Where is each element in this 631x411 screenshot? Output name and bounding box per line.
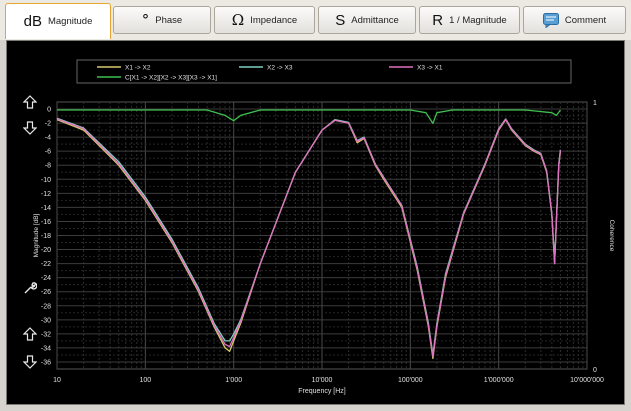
y-tick-label: -16 xyxy=(41,219,51,226)
y-tick-label: -14 xyxy=(41,205,51,212)
comment-icon xyxy=(542,12,559,28)
y-tick-label: 0 xyxy=(47,107,51,114)
y-tick-label: -6 xyxy=(45,149,51,156)
grid xyxy=(56,101,588,370)
degree-icon: ° xyxy=(141,11,150,29)
y-tick-label: -2 xyxy=(45,121,51,128)
r-icon: R xyxy=(432,11,444,29)
y-tick-label: -8 xyxy=(45,163,51,170)
tab-impedance[interactable]: Ω Impedance xyxy=(214,6,315,34)
x-tick-label: 100 xyxy=(139,377,151,384)
x-tick-label: 10'000'000 xyxy=(570,377,604,384)
tab-inverse-magnitude[interactable]: R 1 / Magnitude xyxy=(419,6,520,34)
y-tick-label: -34 xyxy=(41,345,51,352)
magnitude-chart: X1 -> X2 X2 -> X3 X3 -> X1 C[X1 -> X2][X2 -… xyxy=(33,59,615,395)
y2-axis-label: Coherence xyxy=(608,220,615,252)
axes: 10 100 1'000 10'000 100'000 1'000'000 10'000'0… xyxy=(33,100,615,395)
x-tick-label: 1'000 xyxy=(225,377,242,384)
y-tick-label: -28 xyxy=(41,303,51,310)
chart-panel: X1 -> X2 X2 -> X3 X3 -> X1 C[X1 -> X2][X2 -… xyxy=(6,40,625,405)
legend-box xyxy=(76,59,572,84)
y2-tick-label: 0 xyxy=(593,367,597,374)
y-tick-label: -10 xyxy=(41,177,51,184)
legend-label: C[X1 -> X2][X2 -> X3][X3 -> X1] xyxy=(125,75,217,82)
legend-label: X1 -> X2 xyxy=(125,65,151,72)
tab-label: Impedance xyxy=(250,14,298,26)
y-tick-label: -26 xyxy=(41,289,51,296)
y-tick-label: -4 xyxy=(45,135,51,142)
tab-comment[interactable]: Comment xyxy=(523,6,626,34)
tab-label: 1 / Magnitude xyxy=(449,14,507,26)
y2-tick-label: 1 xyxy=(593,100,597,107)
zoom-in-bottom-arrow-icon[interactable] xyxy=(23,327,37,341)
wrench-icon[interactable] xyxy=(23,281,37,295)
legend: X1 -> X2 X2 -> X3 X3 -> X1 C[X1 -> X2][X2 -… xyxy=(76,59,572,84)
y-tick-label: -24 xyxy=(41,275,51,282)
zoom-out-top-arrow-icon[interactable] xyxy=(23,121,37,135)
y-tick-label: -12 xyxy=(41,191,51,198)
tab-label: Admittance xyxy=(351,14,399,26)
tab-bar: dB Magnitude ° Phase Ω Impedance S Admit… xyxy=(0,0,631,40)
omega-icon: Ω xyxy=(231,11,245,29)
tab-label: Magnitude xyxy=(47,16,93,27)
y-tick-label: -30 xyxy=(41,317,51,324)
zoom-out-bottom-arrow-icon[interactable] xyxy=(23,355,37,369)
x-axis-label: Frequency [Hz] xyxy=(298,388,346,395)
tab-phase[interactable]: ° Phase xyxy=(113,6,211,34)
y-tick-label: -20 xyxy=(41,247,51,254)
x-tick-label: 10 xyxy=(53,377,61,384)
tab-magnitude[interactable]: dB Magnitude xyxy=(5,3,111,39)
y-tick-label: -36 xyxy=(41,359,51,366)
y-tick-label: -22 xyxy=(41,261,51,268)
tab-admittance[interactable]: S Admittance xyxy=(318,6,416,34)
x-tick-label: 10'000 xyxy=(312,377,333,384)
tab-label: Phase xyxy=(155,14,183,26)
s-icon: S xyxy=(335,11,346,29)
series-line xyxy=(57,109,561,125)
series-line xyxy=(56,118,562,358)
y-tick-label: -18 xyxy=(41,233,51,240)
series-layer xyxy=(56,109,562,360)
legend-label: X2 -> X3 xyxy=(267,65,293,72)
legend-label: X3 -> X1 xyxy=(417,65,443,72)
zoom-in-top-arrow-icon[interactable] xyxy=(23,95,37,109)
y-axis-label: Magnitude [dB] xyxy=(33,213,40,257)
y-tick-label: -32 xyxy=(41,331,51,338)
x-tick-label: 100'000 xyxy=(398,377,423,384)
x-tick-label: 1'000'000 xyxy=(484,377,514,384)
tab-label: Comment xyxy=(564,14,607,26)
db-icon: dB xyxy=(23,13,42,30)
